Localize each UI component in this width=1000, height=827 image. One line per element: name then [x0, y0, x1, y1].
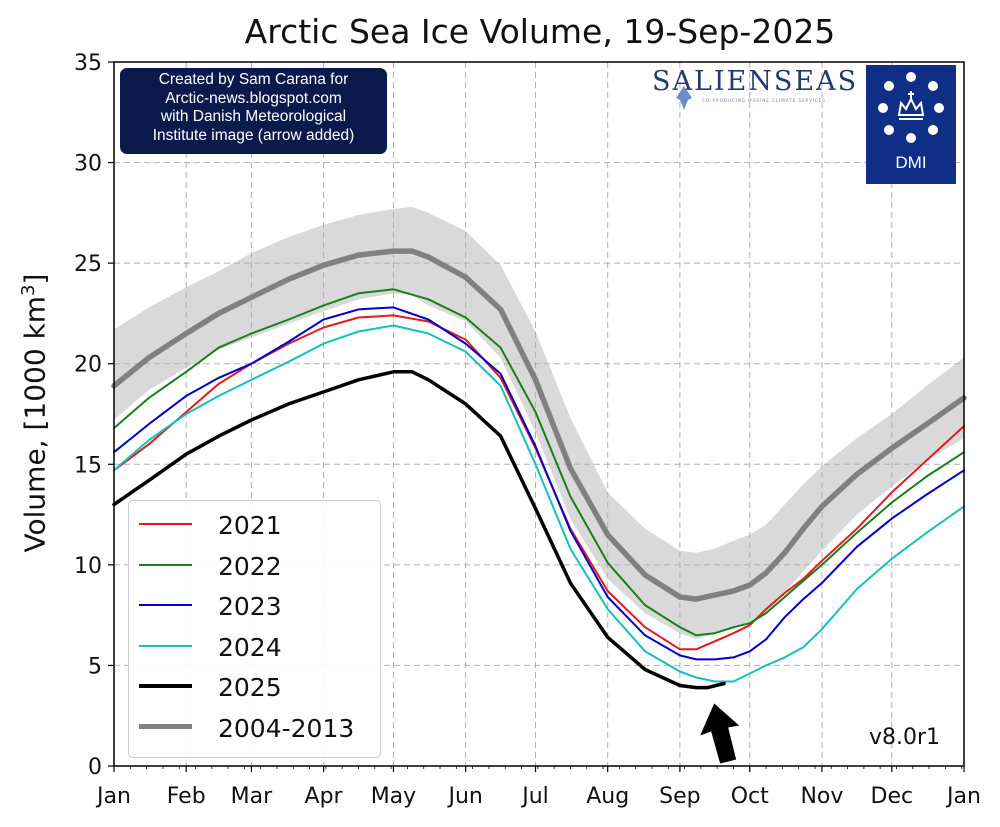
y-tick-label: 35: [74, 51, 102, 76]
annotation-arrow: [700, 703, 740, 764]
legend-item-2022: 2022: [129, 548, 379, 584]
x-tick-label: Nov: [800, 784, 843, 809]
y-tick-label: 0: [88, 755, 102, 780]
series-line-2024: [113, 324, 965, 683]
x-tick-label: Apr: [305, 784, 344, 809]
plot-frame: [113, 61, 965, 767]
legend-label: 2024: [218, 632, 282, 662]
series-line-2023: [113, 306, 965, 661]
x-tick-label: Jan: [945, 784, 981, 809]
legend-label: 2025: [218, 673, 282, 702]
series-line-2025: [112, 370, 726, 690]
y-tick-label: 25: [74, 252, 102, 277]
dmi-label: DMI: [895, 153, 927, 172]
y-tick-label: 20: [74, 353, 102, 378]
legend-swatch: [139, 563, 192, 566]
legend-label: 2004-2013: [218, 713, 355, 743]
legend-label: 2021: [218, 511, 282, 540]
legend-swatch: [139, 644, 192, 647]
y-axis-label: Volume, [1000 km3]: [18, 273, 52, 553]
y-tick-label: 10: [74, 554, 102, 579]
iceberg-icon: [676, 86, 692, 110]
x-tick-label: Dec: [871, 784, 914, 809]
salienseas-tagline: CO-PRODUCING MARINE CLIMATE SERVICES: [702, 98, 826, 103]
legend-swatch: [139, 723, 192, 730]
legend-item-2023: 2023: [129, 588, 379, 624]
credit-line-4: Institute image (arrow added): [152, 126, 355, 144]
y-tick-label: 30: [74, 152, 102, 177]
x-tick-label: Jan: [95, 784, 131, 809]
series-layer: [111, 248, 967, 690]
series-line-2004-2013: [111, 248, 967, 602]
credit-line-2: Arctic-news.blogspot.com: [165, 89, 342, 107]
version-label: v8.0r1: [869, 725, 941, 750]
legend-item-2024: 2024: [129, 629, 379, 665]
legend: 2021 2022 2023 2024 2025 2004-2013: [128, 500, 381, 758]
x-tick-label: Jun: [446, 784, 482, 809]
x-tick-label: Sep: [659, 784, 700, 809]
legend-label: 2023: [218, 592, 282, 621]
credit-line-1: Created by Sam Carana for: [158, 71, 349, 88]
x-tick-label: Oct: [731, 784, 769, 809]
series-line-2021: [113, 314, 965, 651]
legend-swatch: [139, 684, 192, 688]
legend-item-2025: 2025: [129, 669, 379, 705]
x-tick-label: Jul: [520, 784, 549, 809]
credit-line-3: with Danish Meteorological: [160, 108, 347, 125]
x-tick-label: May: [371, 784, 416, 809]
x-tick-label: Feb: [167, 784, 206, 809]
x-tick-label: Aug: [586, 784, 629, 809]
legend-item-2021: 2021: [129, 507, 379, 543]
x-tick-label: Mar: [231, 784, 273, 809]
legend-swatch: [139, 523, 192, 525]
legend-swatch: [139, 604, 192, 606]
y-tick-label: 15: [74, 453, 102, 478]
credit-box: Created by Sam Carana for Arctic-news.bl…: [120, 68, 387, 154]
y-tick-label: 5: [88, 654, 102, 679]
series-line-2022: [113, 288, 965, 637]
dmi-logo: DMI: [866, 65, 956, 184]
arrow-layer: [700, 703, 740, 764]
chart-title: Arctic Sea Ice Volume, 19-Sep-2025: [244, 12, 836, 51]
salienseas-logo: SALIENSEAS CO-PRODUCING MARINE CLIMATE S…: [652, 66, 862, 116]
legend-label: 2022: [218, 551, 282, 581]
legend-item-2004-2013: 2004-2013: [129, 710, 379, 746]
crown-icon: [878, 72, 944, 143]
